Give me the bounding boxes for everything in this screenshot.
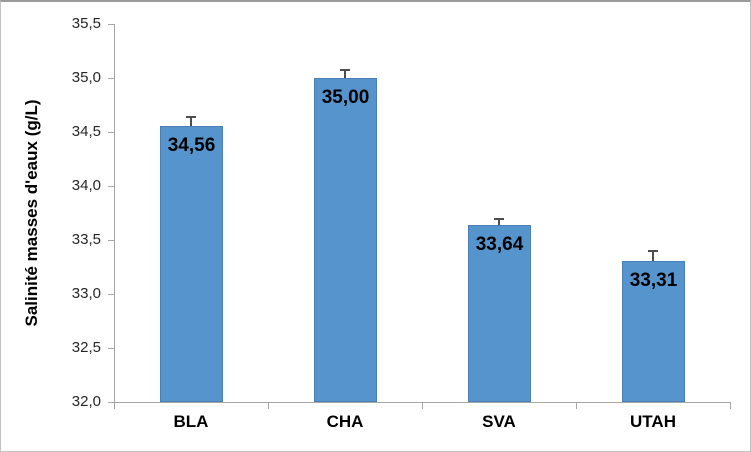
y-tick-mark — [108, 294, 114, 295]
error-bar-stem — [652, 251, 654, 261]
x-tick-label-cha: CHA — [326, 412, 364, 431]
y-tick-label: 32,0 — [71, 393, 101, 410]
y-tick-label: 34,5 — [71, 123, 101, 140]
x-tick-mark — [114, 403, 115, 409]
bar-value-label: 33,31 — [629, 270, 678, 291]
x-tick-mark — [422, 403, 423, 409]
y-tick-label: 33,5 — [71, 231, 101, 248]
bar-value-label: 34,56 — [167, 135, 216, 156]
x-tick-mark — [730, 403, 731, 409]
bar-cha — [314, 78, 377, 402]
y-tick-label: 35,0 — [71, 69, 101, 86]
error-bar-cap — [340, 69, 350, 71]
error-bar-cap — [494, 218, 504, 220]
x-tick-label-utah: UTAH — [630, 412, 676, 431]
bar-utah — [622, 261, 685, 402]
y-axis-line — [114, 24, 115, 403]
y-tick-mark — [108, 348, 114, 349]
error-bar-cap — [648, 250, 658, 252]
y-tick-label: 34,0 — [71, 177, 101, 194]
y-tick-mark — [108, 78, 114, 79]
error-bar-stem — [498, 219, 500, 225]
y-tick-label: 33,0 — [71, 285, 101, 302]
y-tick-mark — [108, 240, 114, 241]
y-tick-label: 32,5 — [71, 339, 101, 356]
y-tick-mark — [108, 24, 114, 25]
error-bar-stem — [190, 117, 192, 126]
x-tick-label-sva: SVA — [482, 412, 516, 431]
bar-bla — [160, 126, 223, 402]
x-tick-mark — [268, 403, 269, 409]
bar-value-label: 35,00 — [321, 87, 370, 108]
y-tick-mark — [108, 402, 114, 403]
y-tick-label: 35,5 — [71, 15, 101, 32]
bar-sva — [468, 225, 531, 402]
x-tick-label-bla: BLA — [173, 412, 209, 431]
y-axis-title: Salinité masses d'eaux (g/L) — [22, 99, 41, 327]
error-bar-cap — [186, 116, 196, 118]
x-tick-mark — [576, 403, 577, 409]
y-tick-mark — [108, 186, 114, 187]
error-bar-stem — [344, 70, 346, 78]
y-tick-mark — [108, 132, 114, 133]
x-axis-line — [114, 402, 731, 403]
bar-value-label: 33,64 — [475, 234, 524, 255]
